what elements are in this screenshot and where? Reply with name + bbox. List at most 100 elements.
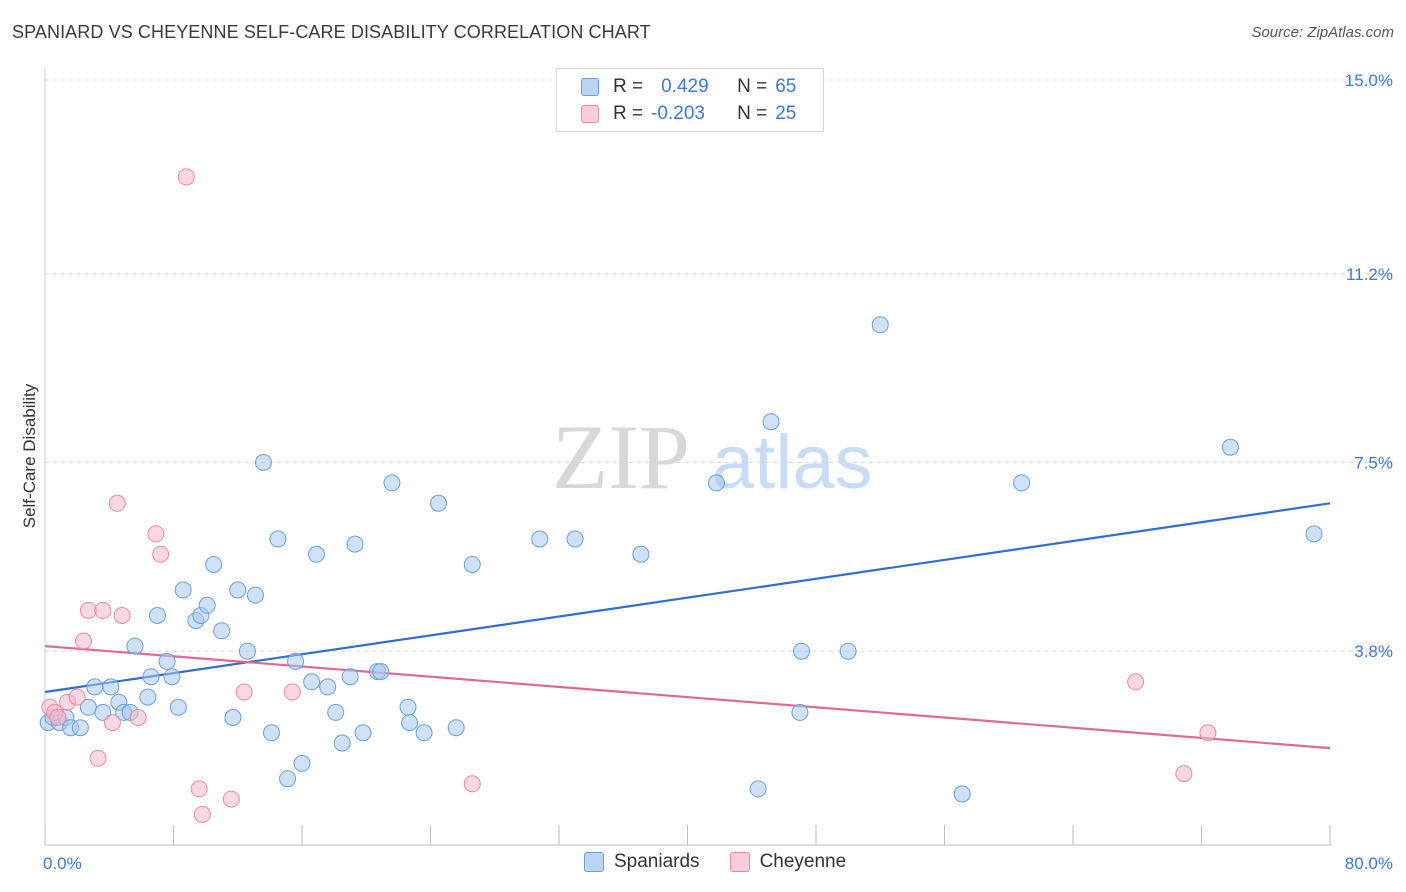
point-spaniards-48	[401, 714, 419, 732]
point-spaniards-19	[169, 698, 187, 716]
legend-r-value: -0.203	[651, 103, 705, 124]
point-spaniards-5	[71, 719, 89, 737]
point-cheyenne-11	[147, 525, 165, 543]
series-legend-cheyenne: Cheyenne	[729, 851, 847, 873]
point-spaniards-45	[372, 663, 390, 681]
point-spaniards-66	[1305, 525, 1323, 543]
point-spaniards-62	[871, 316, 889, 334]
point-spaniards-57	[749, 780, 767, 798]
point-spaniards-60	[791, 703, 809, 721]
point-spaniards-65	[1221, 438, 1239, 456]
point-cheyenne-4	[79, 601, 97, 619]
legend-swatch-pink	[581, 105, 599, 123]
point-spaniards-46	[383, 474, 401, 492]
point-spaniards-29	[246, 586, 264, 604]
point-cheyenne-15	[193, 805, 211, 823]
point-spaniards-59	[793, 642, 811, 660]
point-spaniards-23	[198, 596, 216, 614]
point-spaniards-52	[463, 556, 481, 573]
series-name-cheyenne: Cheyenne	[759, 851, 847, 872]
point-spaniards-37	[307, 545, 325, 563]
point-spaniards-55	[632, 545, 650, 563]
legend-swatch-blue	[581, 78, 599, 96]
data-points	[39, 168, 1323, 823]
tick-labels: 3.8% 7.5% 11.2% 15.0% 0.0% 80.0%	[43, 71, 1393, 873]
y-tick-label-2: 11.2%	[1346, 265, 1393, 284]
point-spaniards-34	[287, 652, 305, 670]
series-legend: Spaniards Cheyenne	[584, 851, 876, 873]
point-cheyenne-21	[1175, 765, 1193, 783]
point-spaniards-42	[346, 535, 364, 553]
point-spaniards-35	[293, 754, 311, 772]
trend-line-cheyenne	[44, 645, 1331, 750]
point-cheyenne-10	[129, 709, 147, 726]
point-spaniards-53	[531, 530, 549, 548]
point-spaniards-33	[279, 770, 297, 788]
legend-row-spaniards: R = 0.429 N = 65	[581, 74, 796, 100]
point-spaniards-20	[174, 581, 192, 599]
axes	[44, 68, 1332, 846]
point-spaniards-61	[839, 642, 857, 660]
point-spaniards-15	[142, 668, 160, 686]
x-tick-label-end: 80.0%	[1345, 854, 1393, 873]
point-spaniards-18	[163, 668, 181, 686]
point-cheyenne-12	[152, 545, 170, 563]
point-spaniards-50	[430, 494, 448, 512]
point-spaniards-7	[86, 678, 104, 696]
point-spaniards-36	[303, 673, 321, 691]
source-label: Source: ZipAtlas.com	[1251, 24, 1394, 41]
point-spaniards-14	[139, 688, 157, 706]
point-spaniards-28	[238, 642, 256, 660]
point-spaniards-17	[158, 652, 176, 670]
chart-title: SPANIARD VS CHEYENNE SELF-CARE DISABILIT…	[12, 22, 651, 42]
trend-lines	[44, 502, 1331, 750]
point-cheyenne-2	[68, 688, 86, 706]
legend-r-label: R =	[613, 103, 644, 124]
point-spaniards-9	[102, 678, 120, 696]
point-cheyenne-8	[108, 494, 126, 512]
point-spaniards-25	[213, 622, 231, 640]
point-spaniards-16	[148, 607, 166, 624]
grid-lines	[45, 79, 1392, 652]
point-spaniards-51	[447, 719, 465, 737]
watermark-zip: ZIP	[552, 406, 690, 508]
y-tick-label-3: 15.0%	[1345, 71, 1393, 90]
legend-r-value: 0.429	[661, 76, 709, 97]
series-name-spaniards: Spaniards	[614, 851, 700, 872]
point-spaniards-41	[341, 668, 359, 686]
point-cheyenne-9	[113, 607, 131, 624]
watermark: ZIP atlas	[552, 406, 873, 508]
point-cheyenne-20	[1127, 673, 1145, 691]
point-spaniards-64	[1013, 474, 1031, 492]
point-spaniards-63	[953, 785, 971, 803]
point-spaniards-39	[327, 703, 345, 721]
point-spaniards-13	[126, 637, 144, 655]
point-spaniards-31	[262, 724, 280, 742]
series-legend-spaniards: Spaniards	[584, 851, 700, 873]
point-cheyenne-19	[463, 775, 481, 793]
point-cheyenne-3	[75, 632, 93, 650]
point-spaniards-38	[319, 678, 337, 696]
correlation-legend: R = 0.429 N = 65 R = -0.203 N = 25	[556, 68, 824, 132]
trend-line-spaniards	[44, 502, 1331, 694]
point-cheyenne-17	[235, 683, 253, 701]
point-spaniards-43	[354, 724, 372, 742]
point-spaniards-24	[205, 556, 223, 573]
legend-r-label: R =	[613, 76, 644, 97]
point-spaniards-30	[254, 454, 272, 471]
y-tick-label-1: 7.5%	[1354, 454, 1393, 473]
point-cheyenne-13	[177, 168, 195, 186]
legend-n-label: N =	[737, 103, 768, 124]
point-spaniards-56	[707, 474, 725, 492]
series-swatch-pink	[729, 852, 750, 872]
point-spaniards-58	[762, 413, 780, 431]
x-tick-label-start: 0.0%	[43, 854, 82, 873]
point-cheyenne-16	[222, 790, 240, 808]
y-tick-label-0: 3.8%	[1354, 642, 1393, 661]
point-cheyenne-6	[94, 601, 112, 619]
point-spaniards-26	[224, 709, 242, 726]
watermark-atlas: atlas	[712, 420, 873, 505]
point-spaniards-27	[229, 581, 247, 599]
series-swatch-blue	[584, 852, 604, 872]
